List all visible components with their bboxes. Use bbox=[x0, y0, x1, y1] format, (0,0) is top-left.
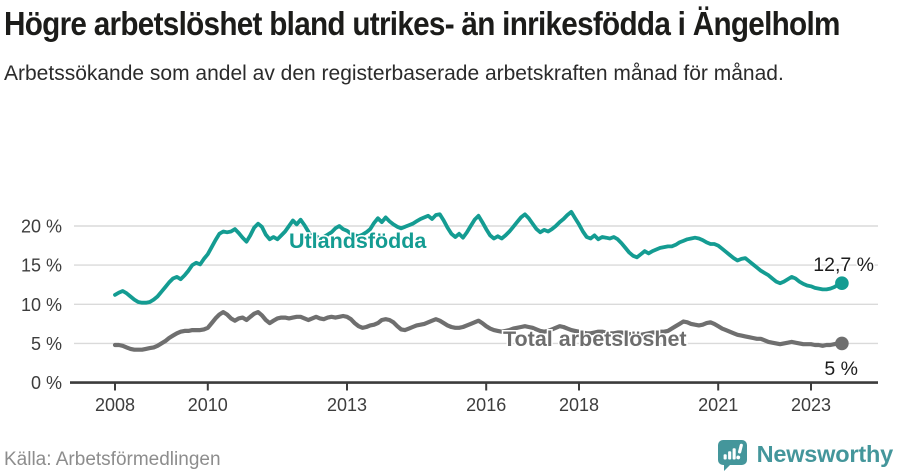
exclamation-glyph bbox=[735, 443, 743, 460]
x-tick-label: 2010 bbox=[188, 395, 228, 415]
chart-subtitle: Arbetssökande som andel av den registerb… bbox=[4, 61, 784, 85]
x-tick-label: 2018 bbox=[559, 395, 599, 415]
y-tick-label: 5 % bbox=[31, 334, 62, 354]
newsworthy-brand-text: Newsworthy bbox=[756, 440, 894, 467]
chart-title: Högre arbetslöshet bland utrikes- än inr… bbox=[4, 5, 840, 42]
x-axis-ticks: 2008 2010 2013 2016 2018 2021 2023 bbox=[95, 383, 831, 415]
chart-header: Högre arbetslöshet bland utrikes- än inr… bbox=[0, 0, 900, 88]
end-value-label-utlandsfodda: 12,7 % bbox=[813, 254, 874, 276]
y-tick-label: 15 % bbox=[21, 256, 62, 276]
series-lines bbox=[112, 209, 845, 352]
x-tick-label: 2016 bbox=[466, 395, 506, 415]
x-tick-label: 2013 bbox=[327, 395, 367, 415]
bar-chart-glyph bbox=[723, 448, 736, 460]
y-tick-label: 20 % bbox=[21, 217, 62, 237]
series-line-utlandsfodda bbox=[113, 209, 844, 305]
series-label-total-arbetsloshet: Total arbetslöshet bbox=[503, 327, 687, 351]
line-chart: 2008 2010 2013 2016 2018 2021 2023 0 % 5 % 10 % 1… bbox=[21, 209, 878, 415]
end-value-label-total: 5 % bbox=[824, 358, 858, 380]
y-tick-label: 0 % bbox=[31, 373, 62, 393]
y-tick-label: 10 % bbox=[21, 295, 62, 315]
x-tick-label: 2008 bbox=[95, 395, 135, 415]
end-point-dot-utlandsfodda bbox=[835, 276, 849, 290]
newsworthy-brand: Newsworthy bbox=[715, 437, 893, 471]
x-tick-label: 2023 bbox=[791, 395, 831, 415]
newsworthy-logo-icon bbox=[717, 440, 747, 471]
source-note: Källa: Arbetsförmedlingen bbox=[4, 449, 221, 470]
series-label-utlandsfodda: Utlandsfödda bbox=[289, 229, 427, 253]
y-axis-labels: 0 % 5 % 10 % 15 % 20 % bbox=[21, 217, 62, 394]
series-line-total-arbetsloshet bbox=[112, 310, 845, 352]
end-point-dot-total bbox=[835, 336, 849, 351]
x-tick-label: 2021 bbox=[698, 395, 738, 415]
gridlines bbox=[74, 225, 878, 345]
